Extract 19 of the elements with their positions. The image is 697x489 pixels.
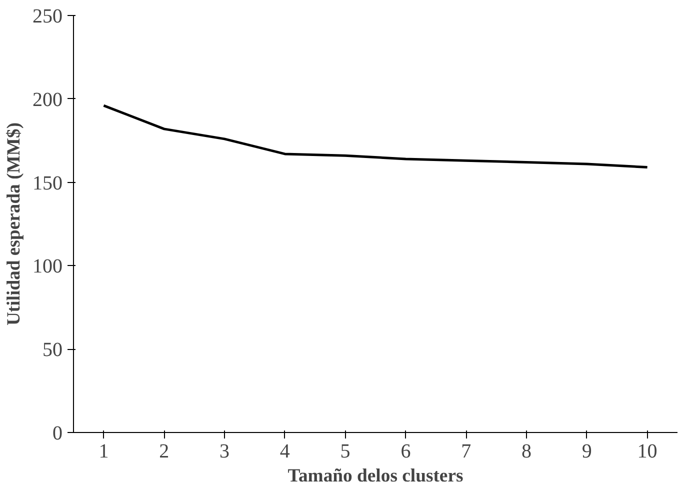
x-tick-label: 7 <box>461 440 472 462</box>
y-tick-label: 100 <box>32 256 62 278</box>
x-tick-label: 3 <box>220 440 230 462</box>
x-tick-label: 10 <box>637 440 658 462</box>
y-tick-label: 50 <box>42 339 62 362</box>
y-tick-label: 0 <box>52 422 62 444</box>
line-series <box>102 104 649 169</box>
x-tick-label: 1 <box>98 440 109 462</box>
y-tick-label: 250 <box>32 6 62 28</box>
x-tick-label: 8 <box>522 440 532 462</box>
x-tick-label: 4 <box>280 440 290 462</box>
y-tick-label: 200 <box>32 88 62 111</box>
x-axis-title: Tamaño delos clusters <box>288 466 464 486</box>
y-axis-title: Utilidad esperada (MM$) <box>4 122 24 326</box>
y-tick-label: 150 <box>32 172 62 194</box>
x-tick-label: 2 <box>159 440 170 462</box>
x-tick-label: 6 <box>400 440 411 462</box>
x-tick-label: 9 <box>582 440 592 462</box>
x-tick-label: 5 <box>340 440 350 462</box>
